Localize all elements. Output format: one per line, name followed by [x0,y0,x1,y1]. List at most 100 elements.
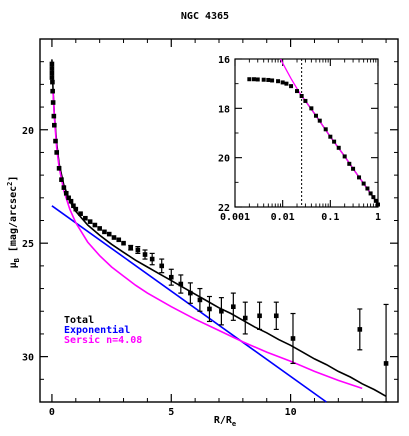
data-point [68,198,74,204]
inset-data-point [328,134,333,139]
data-point [111,235,117,240]
data-point [71,203,76,209]
data-point [135,247,141,253]
inset-data-point [368,191,373,196]
data-point [92,222,98,228]
data-point [290,336,296,341]
inset-y-tick-label-3: 22 [218,203,230,214]
data-point [257,313,262,319]
data-point [197,297,203,303]
data-point [128,245,133,251]
chart-title: NGC 4365 [181,11,229,22]
legend-entry-total: Total [64,315,94,326]
inset-data-point [332,139,337,144]
y-tick-label-2: 30 [22,353,34,364]
legend-entry-exponential: Exponential [64,324,130,336]
inset-data-point [342,154,347,159]
x-tick-label-0: 0 [49,407,55,418]
inset-data-point [317,118,322,123]
inset-data-point [295,89,300,94]
inset-data-point [284,81,289,86]
data-point [52,122,57,128]
data-point [49,75,55,80]
inset-data-point [255,77,260,82]
main-axis-ticks: 0 5 10 20 25 30 [22,39,398,418]
inset-data-point [270,78,275,83]
x-tick-label-2: 10 [285,407,297,418]
data-point [53,138,58,144]
data-point [207,306,212,312]
data-point [51,113,57,119]
x-tick-label-1: 5 [168,407,174,418]
data-point [178,281,184,287]
inset-x-tick-label-3: 1 [375,212,381,223]
data-point [49,66,55,71]
data-point [61,185,67,190]
inset-data-point [261,77,266,82]
inset-data-points [247,77,380,207]
data-point [357,327,363,332]
y-tick-label-1: 25 [22,239,34,250]
inset-y-tick-label-2: 20 [218,154,230,165]
inset-y-tick-label-0: 16 [218,55,230,66]
data-point [50,88,55,94]
data-point [97,226,102,231]
inset-data-point [266,77,271,82]
data-point [49,70,55,76]
inset-data-point [299,94,304,98]
data-point [56,166,62,171]
data-point [273,313,279,319]
inset-plot-frame [234,58,379,208]
legend-entry-sersic: Sersic n=4.08 [64,334,142,346]
data-point [159,263,165,269]
inset-y-tick-label-1: 18 [218,104,230,115]
inset-x-tick-label-0: 0.001 [220,212,250,223]
inset-data-point [309,106,314,111]
data-point [54,150,60,155]
data-point [116,237,122,243]
inset-data-point [280,80,285,85]
data-point [102,229,107,235]
data-point [242,315,248,321]
legend: Total Exponential Sersic n=4.08 [64,315,142,346]
inset-data-point [347,161,352,166]
data-point [149,256,155,262]
inset-data-point [251,77,256,82]
data-point [87,219,93,224]
y-axis-label: μB [mag/arcsec2] [6,176,21,269]
data-point [59,177,64,182]
inset-data-point [336,145,341,150]
data-point [66,195,71,201]
data-point [50,79,55,85]
data-point [83,215,88,221]
data-point [63,190,69,196]
inset-data-point [247,77,252,82]
inset-x-tick-label-1: 0.01 [271,212,295,223]
inset-data-point [376,202,380,207]
inset-data-point [373,198,378,203]
data-point [142,252,148,257]
y-tick-label-0: 20 [22,126,34,137]
inset-data-point [323,127,328,132]
inset-data-point [361,181,366,186]
data-point [168,274,174,280]
data-point [219,308,224,314]
x-axis-label: R/Re [214,415,236,428]
inset-data-point [276,79,281,84]
inset-data-point [303,98,308,103]
inset-data-point [313,113,318,118]
inset-axis-ticks: 0.001 0.01 0.1 1 16 18 20 22 [218,55,381,223]
inset-x-tick-label-2: 0.1 [321,212,339,223]
data-point [188,290,193,296]
data-point [50,100,56,105]
inset-data-point [365,186,370,191]
data-point [121,240,126,246]
inset-data-point [371,195,376,200]
inset-data-point [357,175,362,180]
data-point [73,206,79,212]
inset-data-point [289,84,294,89]
data-point [383,361,389,366]
data-point [231,304,236,310]
data-point [78,211,83,216]
